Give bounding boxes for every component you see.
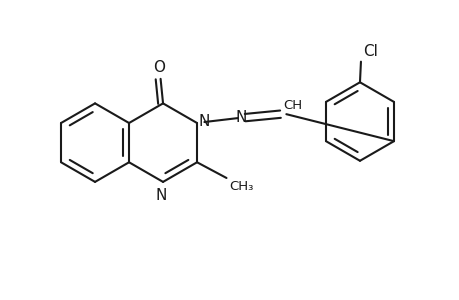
Text: N: N (155, 188, 167, 203)
Text: N: N (198, 113, 209, 128)
Text: O: O (153, 60, 165, 75)
Text: N: N (235, 110, 246, 124)
Text: Cl: Cl (362, 44, 377, 59)
Text: CH₃: CH₃ (229, 180, 253, 194)
Text: CH: CH (283, 99, 302, 112)
